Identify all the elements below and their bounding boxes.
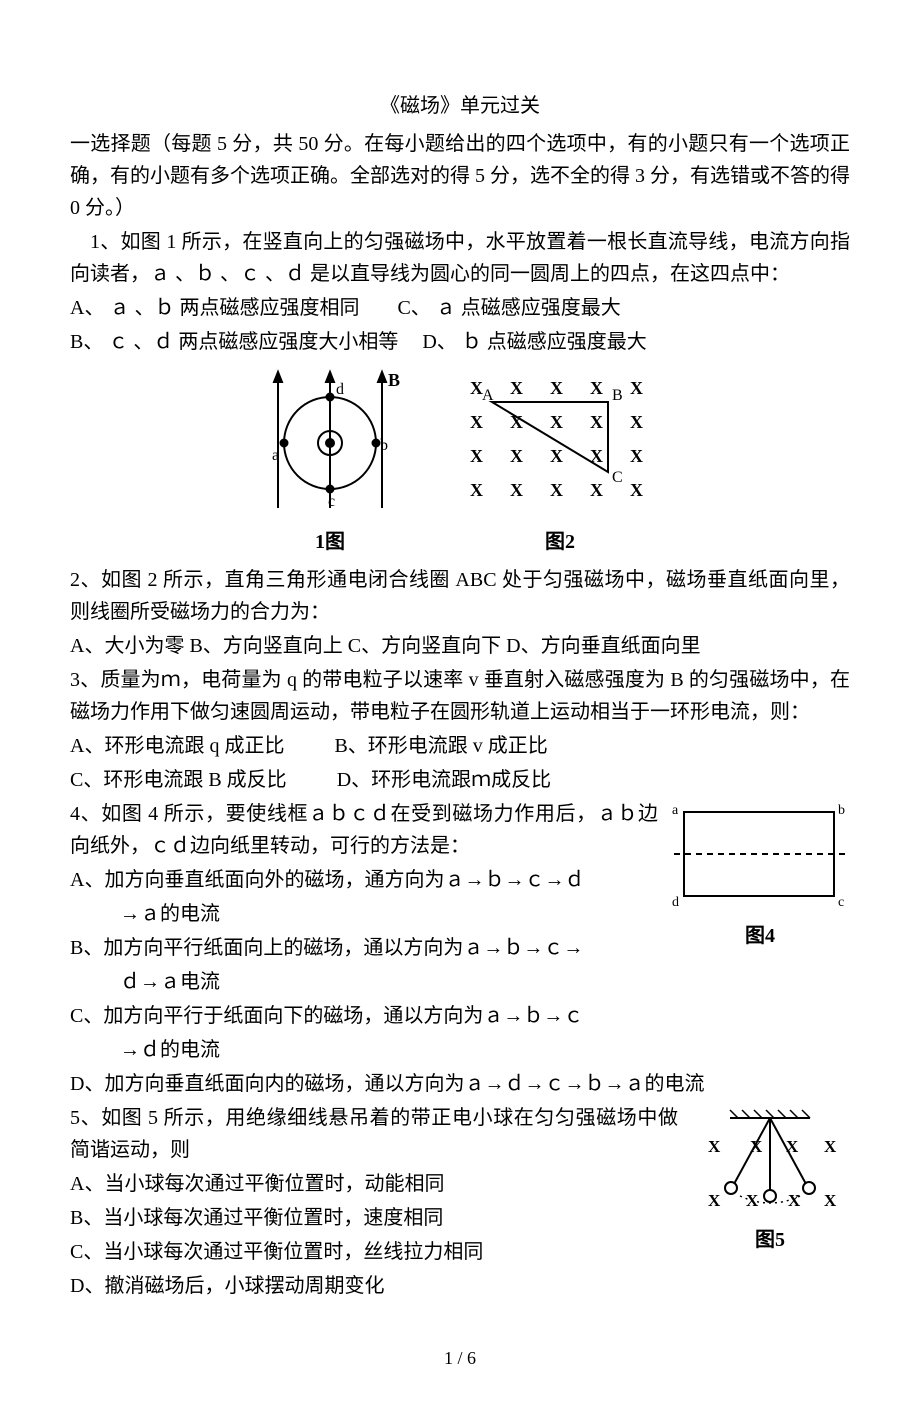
svg-text:X: X <box>708 1191 721 1210</box>
fig4-label: 图4 <box>670 920 850 952</box>
svg-text:X: X <box>824 1191 837 1210</box>
svg-text:X: X <box>510 446 523 466</box>
svg-text:X: X <box>788 1191 801 1210</box>
fig1-label: 1图 <box>250 526 410 558</box>
figure-5: X X X X X X X X 图5 <box>690 1106 850 1256</box>
svg-text:X: X <box>786 1137 799 1156</box>
fig4-svg: a b d c <box>670 802 850 912</box>
svg-text:X: X <box>550 446 563 466</box>
svg-text:d: d <box>336 381 344 398</box>
doc-title: 《磁场》单元过关 <box>70 90 850 122</box>
q3-row1: A、环形电流跟 q 成正比 B、环形电流跟 v 成正比 <box>70 730 850 762</box>
q1-opt-c: C、 ａ 点磁感应强度最大 <box>397 297 620 319</box>
q1-opt-d: D、 ｂ 点磁感应强度最大 <box>422 331 646 353</box>
svg-text:X: X <box>590 480 603 500</box>
q5-opt-d: D、撤消磁场后，小球摆动周期变化 <box>70 1270 850 1302</box>
svg-text:X: X <box>824 1137 837 1156</box>
q3-opt-b: B、环形电流跟 v 成正比 <box>334 735 547 757</box>
svg-text:X: X <box>510 480 523 500</box>
q4-opt-d: D、加方向垂直纸面向内的磁场，通以方向为ａ→ｄ→ｃ→ｂ→ａ的电流 <box>70 1068 850 1100</box>
svg-text:X: X <box>630 412 643 432</box>
svg-text:X: X <box>470 446 483 466</box>
svg-text:A: A <box>482 387 494 404</box>
fig5-label: 图5 <box>690 1224 850 1256</box>
svg-text:X: X <box>630 446 643 466</box>
svg-text:C: C <box>612 469 623 486</box>
q2-opts: A、大小为零 B、方向竖直向上 C、方向竖直向下 D、方向垂直纸面向里 <box>70 630 850 662</box>
q1-row1: A、 ａ 、ｂ 两点磁感应强度相同 C、 ａ 点磁感应强度最大 <box>70 292 850 324</box>
svg-text:a: a <box>672 803 679 818</box>
figure-2: XXXXX XXXXX XXXXX XXXXX A B C 图2 <box>450 368 670 558</box>
svg-text:B: B <box>388 370 400 390</box>
svg-text:B: B <box>612 387 623 404</box>
q1-opt-b: B、 ｃ 、ｄ 两点磁感应强度大小相等 <box>70 331 398 353</box>
svg-text:X: X <box>590 412 603 432</box>
q4-opt-b2: ｄ→ａ电流 <box>70 966 850 998</box>
svg-text:X: X <box>750 1137 763 1156</box>
q1-opt-a: A、 ａ 、ｂ 两点磁感应强度相同 <box>70 297 359 319</box>
svg-text:a: a <box>272 447 279 464</box>
q3-opt-a: A、环形电流跟 q 成正比 <box>70 735 284 757</box>
svg-text:X: X <box>550 412 563 432</box>
fig2-svg: XXXXX XXXXX XXXXX XXXXX A B C <box>450 368 670 518</box>
q1-row2: B、 ｃ 、ｄ 两点磁感应强度大小相等 D、 ｂ 点磁感应强度最大 <box>70 326 850 358</box>
figure-row-1: a b c d B 1图 XXXXX XXXXX XXXXX XXXXX A B… <box>70 368 850 558</box>
svg-text:b: b <box>838 803 845 818</box>
figure-4: a b d c 图4 <box>670 802 850 952</box>
svg-text:X: X <box>550 378 563 398</box>
q2-stem: 2、如图 2 所示，直角三角形通电闭合线圈 ABC 处于匀强磁场中，磁场垂直纸面… <box>70 564 850 628</box>
svg-text:b: b <box>380 437 388 454</box>
fig1-svg: a b c d B <box>250 368 410 518</box>
svg-text:X: X <box>590 378 603 398</box>
fig5-svg: X X X X X X X X <box>690 1106 850 1216</box>
q3-stem: 3、质量为ｍ，电荷量为 q 的带电粒子以速率 v 垂直射入磁感强度为 B 的匀强… <box>70 664 850 728</box>
q3-row2: C、环形电流跟 B 成反比 D、环形电流跟ｍ成反比 <box>70 764 850 796</box>
svg-text:X: X <box>708 1137 721 1156</box>
svg-text:c: c <box>838 895 844 910</box>
svg-text:X: X <box>630 378 643 398</box>
q5-block: XX XX XXXX 图5 5、如图 5 所示，用绝缘细线悬吊着的带正电小球在匀… <box>70 1102 850 1304</box>
q1-stem: 1、如图 1 所示，在竖直向上的匀强磁场中，水平放置着一根长直流导线，电流方向指… <box>70 226 850 290</box>
q4-opt-c1: C、加方向平行于纸面向下的磁场，通以方向为ａ→ｂ→ｃ <box>70 1000 850 1032</box>
q4-block: a b d c 图4 4、如图 4 所示，要使线框ａｂｃｄ在受到磁场力作用后，ａ… <box>70 798 850 1102</box>
intro-text: 一选择题（每题 5 分，共 50 分。在每小题给出的四个选项中，有的小题只有一个… <box>70 128 850 224</box>
q4-opt-c2: →ｄ的电流 <box>70 1034 850 1066</box>
q3-opt-c: C、环形电流跟 B 成反比 <box>70 769 287 791</box>
svg-text:X: X <box>470 412 483 432</box>
page-number: 1 / 6 <box>70 1344 850 1373</box>
fig2-label: 图2 <box>450 526 670 558</box>
svg-text:X: X <box>630 480 643 500</box>
svg-text:d: d <box>672 895 679 910</box>
svg-text:X: X <box>470 480 483 500</box>
svg-text:X: X <box>550 480 563 500</box>
q3-opt-d: D、环形电流跟ｍ成反比 <box>337 769 551 791</box>
svg-text:X: X <box>510 378 523 398</box>
figure-1: a b c d B 1图 <box>250 368 410 558</box>
svg-text:X: X <box>746 1191 759 1210</box>
svg-text:c: c <box>328 493 335 510</box>
